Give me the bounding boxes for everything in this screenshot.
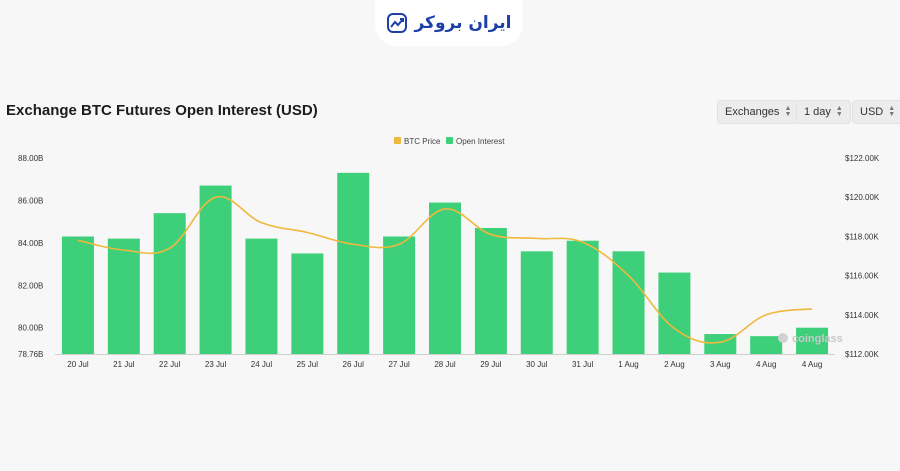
open-interest-bar[interactable] [796, 327, 829, 354]
x-axis-tick-label: 31 Jul [572, 360, 594, 369]
currency-select-label: USD [860, 106, 884, 118]
legend: BTC Price Open Interest [394, 137, 505, 146]
right-y-axis: $112.00K $114.00K $116.00K $118.00K $120.00K… [845, 154, 880, 359]
open-interest-bar[interactable] [153, 213, 186, 354]
exchanges-select[interactable]: Exchanges ▲ ▼ [717, 100, 800, 124]
x-axis-tick-label: 23 Jul [205, 360, 227, 369]
interval-select[interactable]: 1 day ▲ ▼ [796, 100, 851, 124]
x-axis-tick-label: 29 Jul [480, 360, 502, 369]
open-interest-bar[interactable] [383, 236, 416, 354]
x-axis-tick-label: 21 Jul [113, 360, 135, 369]
x-axis-tick-label: 22 Jul [159, 360, 181, 369]
legend-item-open-interest[interactable]: Open Interest [446, 137, 505, 146]
brand-logo[interactable]: ایران بروکر [375, 0, 523, 46]
open-interest-bar[interactable] [704, 334, 737, 354]
watermark: coinglass [778, 333, 843, 345]
x-axis: 20 Jul 21 Jul 22 Jul 23 Jul 24 Jul 25 Jul 26 J… [55, 354, 835, 369]
x-axis-tick-label: 4 Aug [802, 360, 822, 369]
open-interest-bar[interactable] [566, 240, 599, 354]
open-interest-bar[interactable] [520, 251, 553, 354]
x-axis-tick-label: 30 Jul [526, 360, 548, 369]
right-axis-tick-label: $112.00K [845, 350, 879, 359]
bar-series [61, 172, 829, 354]
x-axis-tick-label: 28 Jul [434, 360, 456, 369]
x-axis-tick-label: 27 Jul [388, 360, 410, 369]
trend-chart-icon [387, 13, 408, 33]
x-axis-tick-label: 1 Aug [618, 360, 638, 369]
legend-swatch-open-interest [446, 137, 453, 144]
open-interest-bar[interactable] [245, 238, 278, 354]
open-interest-bar[interactable] [429, 202, 461, 354]
open-interest-bar[interactable] [61, 236, 94, 354]
updown-caret-icon: ▲ ▼ [835, 105, 843, 118]
currency-select[interactable]: USD ▲ ▼ [852, 100, 900, 124]
open-interest-bar[interactable] [658, 272, 691, 354]
x-axis-tick-label: 4 Aug [756, 360, 776, 369]
x-axis-tick-label: 26 Jul [343, 360, 365, 369]
legend-item-btc-price[interactable]: BTC Price [394, 137, 441, 146]
watermark-icon [778, 333, 788, 343]
left-axis-tick-label: 78.76B [18, 350, 43, 359]
left-y-axis: 78.76B 80.00B 82.00B 84.00B 86.00B 88.00B [18, 154, 43, 359]
legend-label-btc-price: BTC Price [404, 137, 441, 146]
interval-select-label: 1 day [804, 106, 831, 118]
chart-title: Exchange BTC Futures Open Interest (USD) [6, 102, 318, 119]
left-axis-tick-label: 88.00B [18, 154, 43, 163]
line-series [77, 195, 813, 344]
logo-text: ایران بروکر [414, 13, 512, 33]
x-axis-tick-label: 24 Jul [251, 360, 273, 369]
x-axis-tick-label: 25 Jul [297, 360, 319, 369]
left-axis-tick-label: 86.00B [18, 196, 43, 205]
watermark-text: coinglass [792, 333, 843, 345]
left-axis-tick-label: 84.00B [18, 239, 43, 248]
right-axis-tick-label: $114.00K [845, 311, 879, 320]
open-interest-bar[interactable] [291, 253, 324, 354]
right-axis-tick-label: $122.00K [845, 154, 880, 163]
left-axis-tick-label: 82.00B [18, 281, 43, 290]
x-axis-tick-label: 20 Jul [67, 360, 89, 369]
exchanges-select-label: Exchanges [725, 106, 780, 118]
left-axis-tick-label: 80.00B [18, 324, 43, 333]
open-interest-bar[interactable] [337, 172, 370, 354]
right-axis-tick-label: $118.00K [845, 232, 879, 241]
updown-caret-icon: ▲ ▼ [888, 105, 896, 118]
right-axis-tick-label: $116.00K [845, 272, 879, 281]
btc-price-line[interactable] [77, 195, 813, 344]
open-interest-bar[interactable] [474, 228, 507, 354]
x-axis-tick-label: 3 Aug [710, 360, 730, 369]
legend-label-open-interest: Open Interest [456, 137, 505, 146]
right-axis-tick-label: $120.00K [845, 193, 880, 202]
updown-caret-icon: ▲ ▼ [784, 105, 792, 118]
x-axis-tick-label: 2 Aug [664, 360, 684, 369]
open-interest-bar[interactable] [750, 336, 783, 354]
open-interest-bar[interactable] [612, 251, 645, 354]
open-interest-bar[interactable] [199, 185, 232, 354]
open-interest-bar[interactable] [107, 238, 140, 354]
legend-swatch-btc-price [394, 137, 401, 144]
